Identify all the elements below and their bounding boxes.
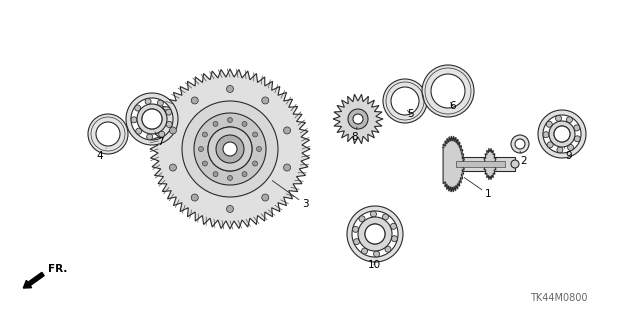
Circle shape	[574, 125, 580, 131]
PathPatch shape	[538, 110, 586, 158]
PathPatch shape	[347, 206, 403, 262]
Circle shape	[159, 131, 164, 137]
Circle shape	[136, 128, 141, 134]
PathPatch shape	[194, 113, 266, 185]
Circle shape	[213, 122, 218, 126]
Circle shape	[511, 135, 529, 153]
Circle shape	[227, 205, 234, 212]
Circle shape	[213, 172, 218, 177]
Circle shape	[353, 226, 358, 232]
Circle shape	[227, 85, 234, 93]
Circle shape	[257, 146, 262, 152]
Circle shape	[556, 115, 561, 121]
Circle shape	[568, 145, 573, 151]
PathPatch shape	[358, 217, 392, 251]
Circle shape	[392, 236, 397, 242]
Circle shape	[348, 109, 368, 129]
Text: 1: 1	[464, 178, 492, 199]
Circle shape	[227, 117, 232, 122]
Circle shape	[142, 109, 162, 129]
Circle shape	[202, 161, 207, 166]
Circle shape	[284, 164, 291, 171]
Text: TK44M0800: TK44M0800	[530, 293, 588, 303]
Circle shape	[198, 146, 204, 152]
Circle shape	[422, 65, 474, 117]
Circle shape	[262, 97, 269, 104]
Circle shape	[557, 147, 563, 153]
Circle shape	[88, 114, 128, 154]
Circle shape	[191, 97, 198, 104]
Text: FR.: FR.	[48, 264, 67, 274]
Circle shape	[353, 239, 360, 245]
Circle shape	[262, 194, 269, 201]
FancyArrow shape	[23, 272, 44, 288]
Circle shape	[374, 251, 380, 257]
PathPatch shape	[549, 121, 575, 147]
Circle shape	[242, 122, 247, 126]
Polygon shape	[150, 69, 310, 229]
Circle shape	[365, 224, 385, 244]
Circle shape	[208, 127, 252, 171]
Polygon shape	[443, 136, 465, 192]
Text: 10: 10	[367, 260, 381, 270]
Circle shape	[170, 164, 177, 171]
Circle shape	[134, 105, 141, 111]
Circle shape	[96, 122, 120, 146]
Circle shape	[383, 214, 388, 220]
Circle shape	[385, 246, 391, 252]
Circle shape	[359, 216, 365, 222]
Polygon shape	[455, 157, 515, 171]
Circle shape	[391, 87, 419, 115]
Polygon shape	[456, 161, 505, 167]
Text: 8: 8	[352, 127, 358, 142]
Circle shape	[431, 74, 465, 108]
Circle shape	[202, 132, 207, 137]
Circle shape	[353, 114, 363, 124]
PathPatch shape	[126, 93, 178, 145]
Circle shape	[216, 135, 244, 163]
Circle shape	[390, 223, 396, 229]
PathPatch shape	[137, 104, 167, 134]
Circle shape	[166, 122, 172, 127]
Text: 5: 5	[406, 109, 413, 119]
Circle shape	[547, 142, 553, 148]
Circle shape	[543, 132, 549, 138]
Text: 9: 9	[564, 147, 572, 161]
Circle shape	[554, 126, 570, 142]
Circle shape	[157, 100, 163, 106]
Circle shape	[191, 194, 198, 201]
Circle shape	[170, 127, 177, 134]
Circle shape	[566, 117, 572, 123]
Circle shape	[166, 109, 172, 115]
Circle shape	[371, 211, 376, 217]
Text: 2: 2	[520, 151, 527, 166]
Circle shape	[574, 136, 580, 142]
Text: 6: 6	[450, 101, 456, 111]
Circle shape	[145, 99, 151, 104]
Circle shape	[227, 175, 232, 181]
Circle shape	[511, 160, 519, 168]
Text: 7: 7	[155, 132, 163, 147]
Polygon shape	[333, 94, 383, 144]
Circle shape	[383, 79, 427, 123]
Circle shape	[362, 248, 367, 254]
Circle shape	[253, 132, 258, 137]
Circle shape	[242, 172, 247, 177]
Circle shape	[284, 127, 291, 134]
Text: 3: 3	[272, 181, 308, 209]
Text: 4: 4	[97, 148, 106, 161]
Circle shape	[515, 139, 525, 149]
Circle shape	[147, 134, 153, 140]
Polygon shape	[484, 148, 497, 180]
Circle shape	[223, 142, 237, 156]
Circle shape	[131, 117, 137, 123]
Circle shape	[547, 121, 552, 127]
Circle shape	[253, 161, 258, 166]
Circle shape	[182, 101, 278, 197]
